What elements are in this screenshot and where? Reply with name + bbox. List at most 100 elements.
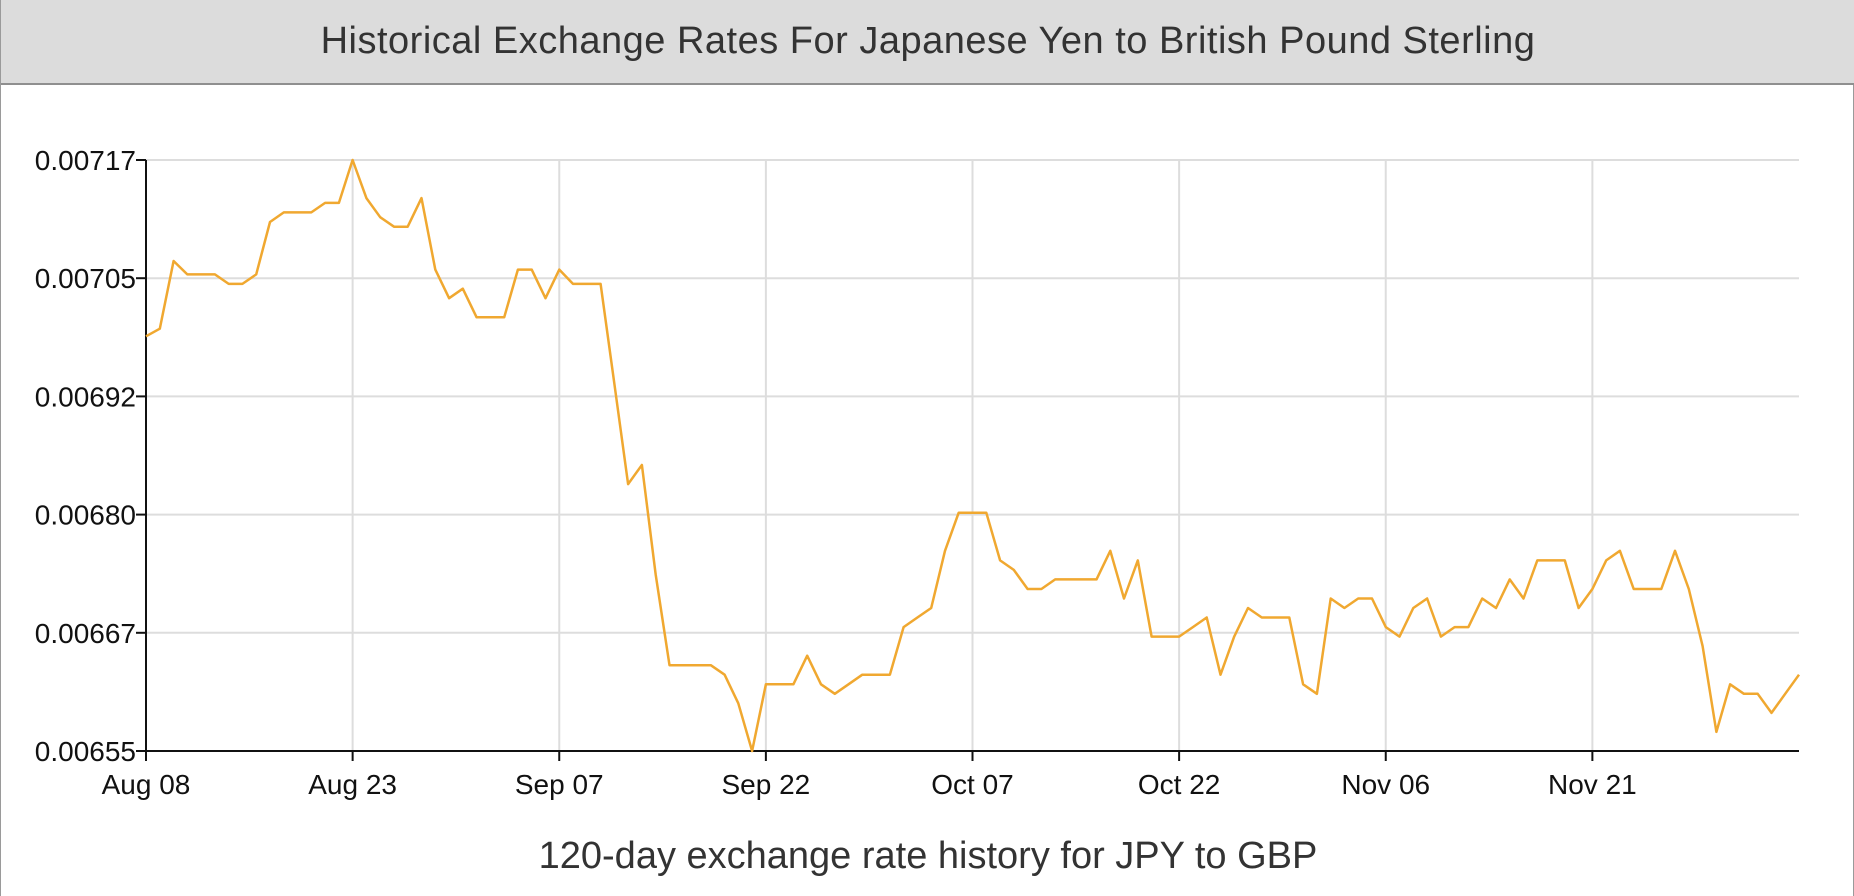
data-point: [1410, 605, 1416, 611]
data-point: [1479, 596, 1485, 602]
data-point: [1025, 586, 1031, 592]
data-point: [1121, 596, 1127, 602]
data-point: [1038, 586, 1044, 592]
x-tick-label: Oct 22: [1138, 769, 1220, 800]
data-point: [212, 271, 218, 277]
data-point: [859, 672, 865, 678]
data-point: [667, 662, 673, 668]
data-point: [1286, 615, 1292, 621]
y-tick-label: 0.00655: [35, 736, 136, 767]
data-point: [377, 214, 383, 220]
data-point: [1149, 634, 1155, 640]
data-point: [474, 314, 480, 320]
data-point: [1245, 605, 1251, 611]
data-point: [846, 681, 852, 687]
data-point: [1176, 634, 1182, 640]
data-point: [1135, 557, 1141, 563]
data-point: [405, 224, 411, 230]
x-tick-label: Sep 22: [722, 769, 811, 800]
data-point: [1218, 672, 1224, 678]
data-point: [1259, 615, 1265, 621]
data-point: [543, 295, 549, 301]
data-point: [1589, 586, 1595, 592]
y-tick-label: 0.00705: [35, 263, 136, 294]
data-point: [887, 672, 893, 678]
data-point: [336, 200, 342, 206]
data-point: [1562, 557, 1568, 563]
x-axis-ticks: Aug 08 Aug 23 Sep 07 Sep 22 Oct 07 Oct 22 Nov …: [102, 751, 1637, 800]
data-point: [267, 219, 273, 225]
data-point: [722, 672, 728, 678]
data-point: [804, 653, 810, 659]
data-point: [653, 572, 659, 578]
data-point: [1328, 596, 1334, 602]
x-tick-label: Nov 21: [1548, 769, 1637, 800]
data-point: [1162, 634, 1168, 640]
data-point: [1686, 586, 1692, 592]
data-point: [1231, 634, 1237, 640]
data-point: [1548, 557, 1554, 563]
data-point: [611, 381, 617, 387]
series-line: [145, 158, 1801, 753]
data-point: [446, 295, 452, 301]
data-point: [1094, 576, 1100, 582]
data-point: [1658, 586, 1664, 592]
axes: [145, 160, 1799, 752]
data-point: [157, 326, 163, 332]
data-point: [1645, 586, 1651, 592]
series-group: [143, 157, 1801, 754]
data-point: [515, 267, 521, 273]
data-point: [777, 681, 783, 687]
data-point: [1617, 548, 1623, 554]
data-point: [763, 681, 769, 687]
data-point: [1300, 681, 1306, 687]
data-point: [956, 510, 962, 516]
data-point: [460, 286, 466, 292]
data-point: [1672, 548, 1678, 554]
data-point: [143, 333, 149, 339]
grid-lines: [146, 159, 1799, 751]
data-point: [639, 462, 645, 468]
data-point: [556, 267, 562, 273]
data-point: [1700, 643, 1706, 649]
data-point: [1052, 576, 1058, 582]
data-point: [1369, 596, 1375, 602]
data-point: [350, 157, 356, 163]
data-point: [281, 209, 287, 215]
data-point: [749, 748, 755, 754]
data-point: [584, 281, 590, 287]
data-point: [1204, 615, 1210, 621]
data-point: [901, 624, 907, 630]
chart-title-bar: Historical Exchange Rates For Japanese Y…: [1, 0, 1854, 85]
y-tick-label: 0.00680: [35, 500, 136, 531]
x-tick-label: Aug 08: [102, 769, 191, 800]
data-point: [529, 267, 535, 273]
data-point: [184, 271, 190, 277]
y-axis-ticks: 0.00717 0.00705 0.00692 0.00680 0.00667 0.006…: [35, 145, 146, 767]
data-point: [1741, 691, 1747, 697]
data-point: [708, 662, 714, 668]
data-point: [1507, 576, 1513, 582]
data-point: [391, 224, 397, 230]
data-point: [1755, 691, 1761, 697]
data-point: [171, 258, 177, 264]
data-point: [198, 271, 204, 277]
data-point: [1190, 624, 1196, 630]
x-tick-label: Oct 07: [931, 769, 1013, 800]
data-point: [735, 700, 741, 706]
data-point: [1465, 624, 1471, 630]
x-tick-label: Sep 07: [515, 769, 604, 800]
data-point: [914, 615, 920, 621]
data-point: [419, 195, 425, 201]
data-point: [1452, 624, 1458, 630]
data-point: [1383, 624, 1389, 630]
data-point: [1355, 596, 1361, 602]
chart-caption: 120-day exchange rate history for JPY to…: [539, 835, 1318, 877]
data-point: [970, 510, 976, 516]
data-point: [818, 681, 824, 687]
data-point: [873, 672, 879, 678]
data-point: [997, 557, 1003, 563]
data-point: [1066, 576, 1072, 582]
